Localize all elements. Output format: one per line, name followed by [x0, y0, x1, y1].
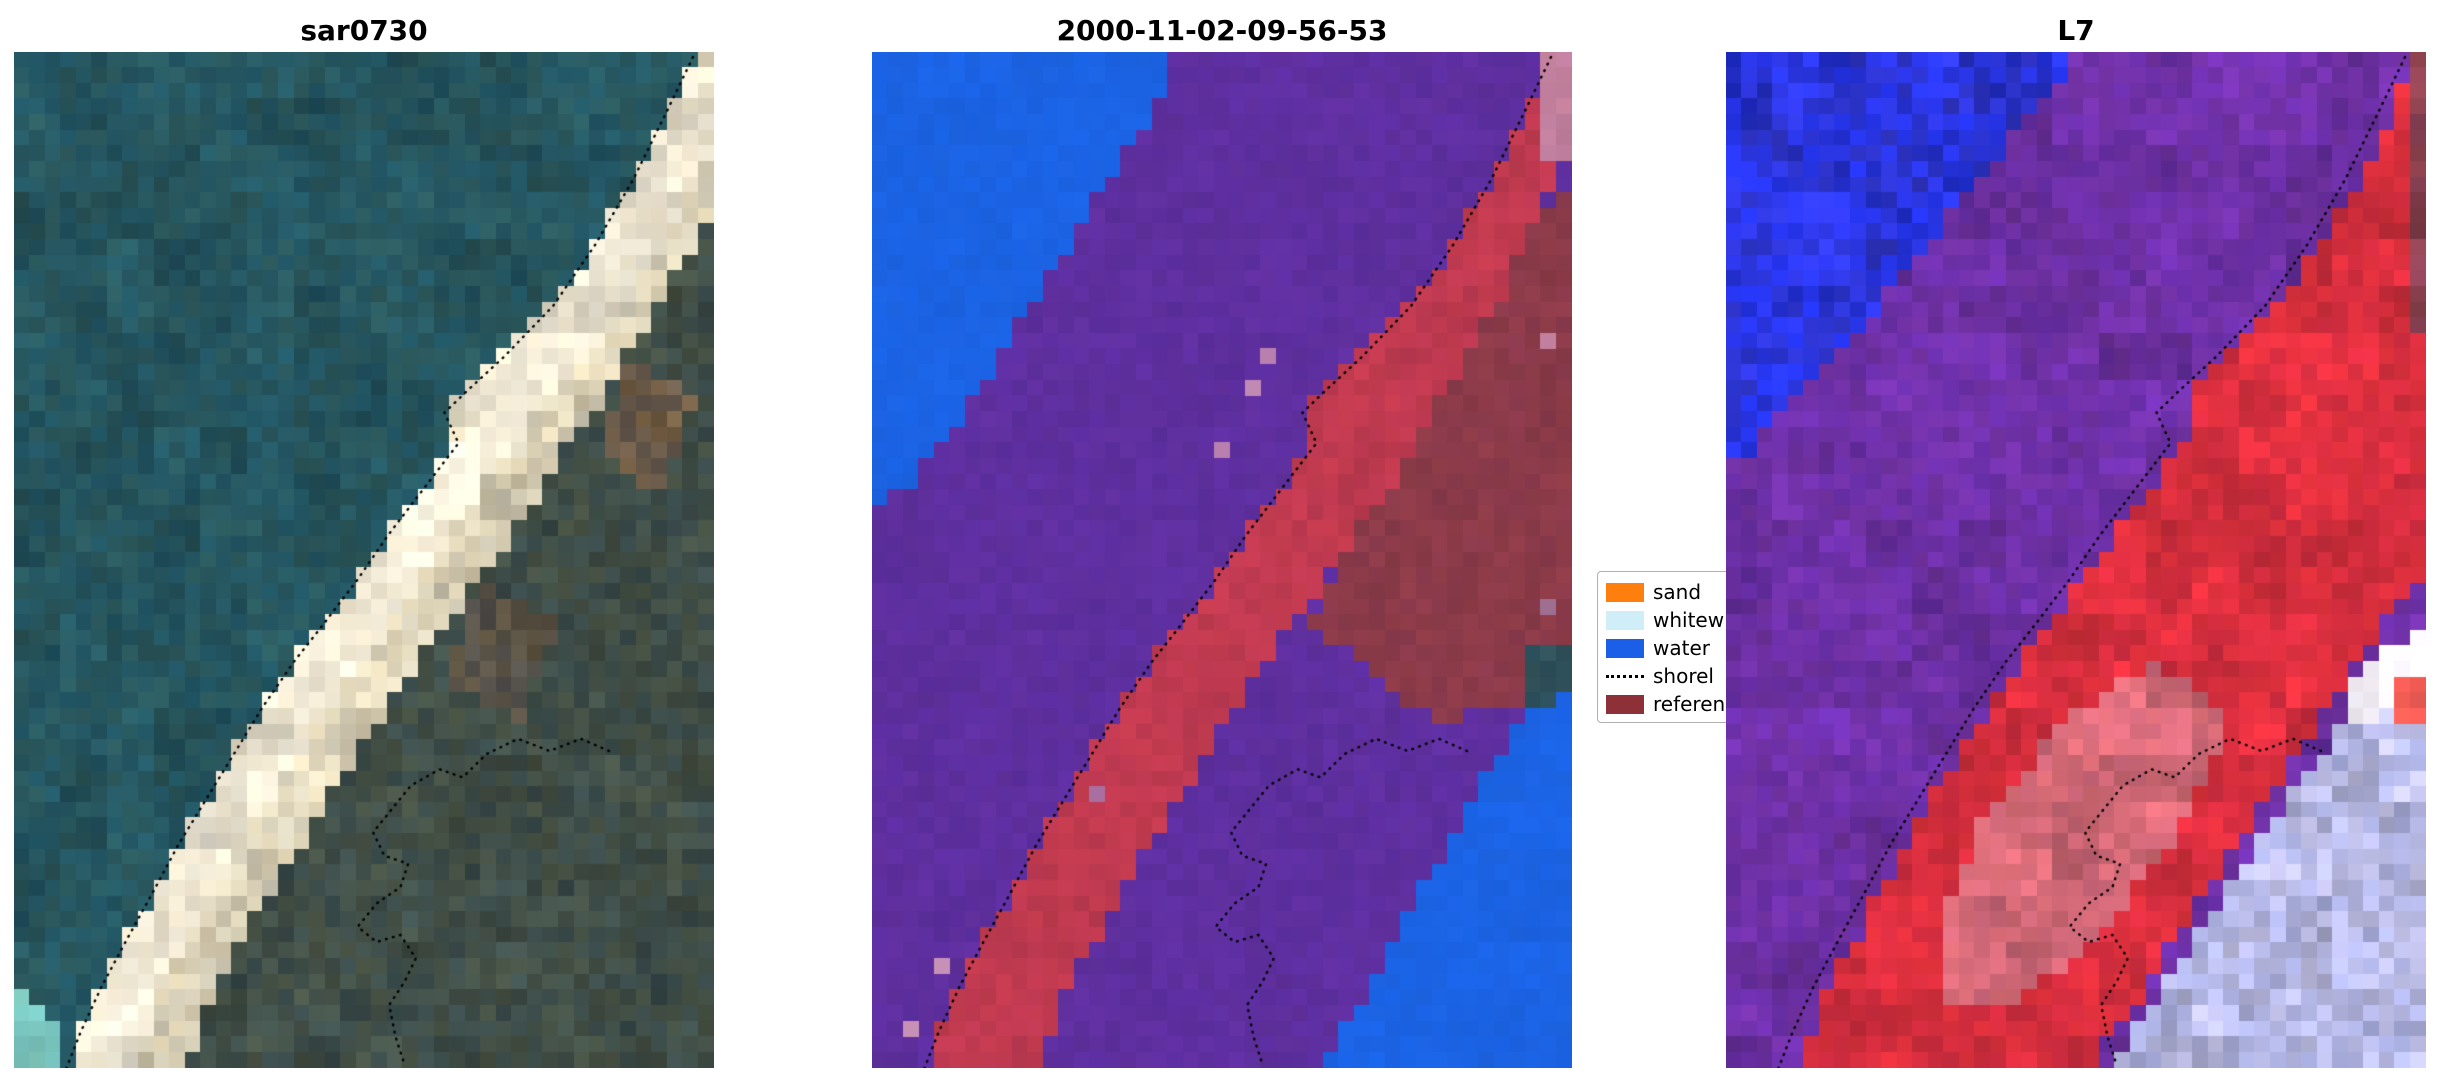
panel-title-date: 2000-11-02-09-56-53	[1056, 14, 1388, 47]
legend-item-shorel: shorel	[1606, 662, 1740, 690]
panel-title-l7: L7	[2057, 14, 2095, 47]
legend-item-referen: referen	[1606, 690, 1740, 718]
panel-l7: L7	[1726, 10, 2426, 1068]
panel-classified-image	[872, 52, 1572, 1068]
legend-item-sand: sand	[1606, 578, 1740, 606]
panel-sar0730: sar0730	[14, 10, 714, 1068]
legend-label: whitew	[1653, 608, 1725, 632]
legend-label: referen	[1653, 692, 1726, 716]
legend: sand whitew water shorel referen	[1597, 571, 1741, 723]
panel-title-sar0730: sar0730	[300, 14, 428, 47]
panel-sar0730-image	[14, 52, 714, 1068]
legend-items: sand whitew water shorel referen	[1606, 578, 1740, 718]
legend-color-swatch	[1606, 582, 1644, 602]
panel-l7-image	[1726, 52, 2426, 1068]
legend-color-swatch	[1606, 610, 1644, 630]
legend-item-water: water	[1606, 634, 1740, 662]
legend-item-whitew: whitew	[1606, 606, 1740, 634]
panel-classified: 2000-11-02-09-56-53	[872, 10, 1572, 1068]
legend-label: shorel	[1653, 664, 1714, 688]
legend-label: sand	[1653, 580, 1702, 604]
legend-line-swatch	[1606, 674, 1644, 678]
legend-color-swatch	[1606, 694, 1644, 714]
legend-label: water	[1653, 636, 1710, 660]
legend-color-swatch	[1606, 638, 1644, 658]
